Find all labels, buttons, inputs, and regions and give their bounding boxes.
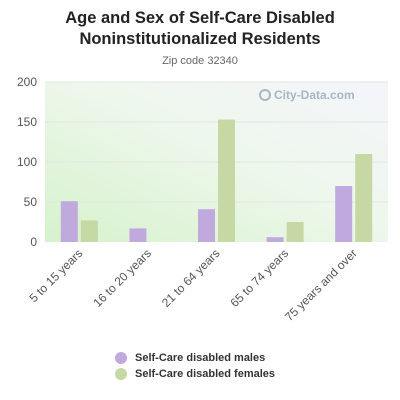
bar-males-4 (335, 186, 353, 242)
y-tick-label-4: 200 (17, 75, 37, 89)
x-tick-label-1: 16 to 20 years (90, 246, 154, 310)
watermark: City-Data.com (259, 88, 355, 102)
legend-label: Self-Care disabled females (135, 368, 276, 380)
chart-subtitle: Zip code 32340 (162, 55, 238, 67)
bar-males-2 (198, 209, 215, 242)
legend-item-males: Self-Care disabled males (115, 350, 275, 366)
y-axis: 0 50 100 150 200 (17, 75, 37, 249)
legend-item-females: Self-Care disabled females (115, 366, 275, 382)
bars (60, 119, 373, 242)
chart-title-line-1: Age and Sex of Self-Care Disabled (65, 9, 335, 27)
y-tick-label-3: 150 (17, 115, 37, 129)
chart-title-line-2: Noninstitutionalized Residents (79, 30, 321, 48)
x-axis: 5 to 15 years 16 to 20 years 21 to 64 year… (26, 246, 359, 324)
bar-males-3 (266, 237, 284, 242)
legend-swatch (115, 352, 127, 364)
x-tick-label-4: 75 years and over (282, 246, 360, 324)
grid-lines (45, 81, 388, 203)
watermark-icon (259, 89, 271, 101)
x-tick-label-2: 21 to 64 years (159, 246, 223, 310)
y-tick-label-2: 100 (17, 155, 37, 169)
legend-label: Self-Care disabled males (135, 352, 266, 364)
chart-title: Age and Sex of Self-Care Disabled Nonins… (0, 8, 400, 50)
y-tick-label-1: 50 (24, 195, 38, 209)
bar-males-0 (60, 201, 78, 242)
x-tick-label-3: 65 to 74 years (228, 246, 292, 310)
y-tick-label-0: 0 (30, 235, 37, 249)
bar-females-4 (355, 154, 373, 242)
watermark-text: City-Data.com (274, 88, 355, 102)
legend: Self-Care disabled males Self-Care disabl… (115, 350, 275, 382)
bar-males-1 (129, 228, 147, 242)
legend-swatch (115, 368, 127, 380)
bar-females-3 (286, 222, 304, 242)
x-tick-label-0: 5 to 15 years (26, 246, 85, 305)
bar-females-0 (80, 220, 98, 242)
bar-females-2 (218, 119, 235, 242)
